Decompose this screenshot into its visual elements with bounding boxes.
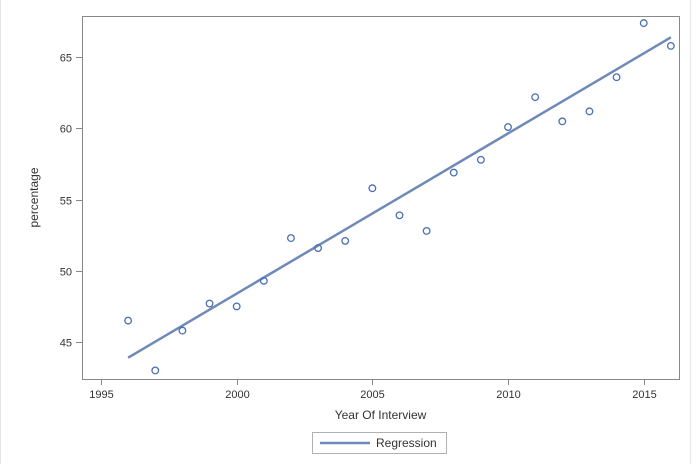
x-tick-label: 1995 — [89, 389, 113, 401]
x-tick-label: 2010 — [496, 389, 520, 401]
x-tick-label: 2000 — [225, 389, 249, 401]
y-tick-label: 55 — [60, 196, 72, 208]
y-tick-label: 60 — [60, 124, 72, 136]
scatter-point — [504, 123, 512, 131]
scatter-point — [205, 299, 214, 308]
y-axis-label: percentage — [27, 167, 41, 227]
x-axis-label: Year Of Interview — [335, 408, 427, 422]
scatter-point — [395, 211, 404, 220]
scatter-point — [449, 168, 458, 177]
scatter-point — [612, 73, 621, 82]
y-tick-label: 65 — [60, 53, 72, 65]
plot-area — [124, 19, 675, 375]
scatter-point — [314, 244, 323, 252]
scatter-point — [368, 184, 377, 193]
scatter-point — [232, 302, 241, 311]
scatter-point — [178, 326, 187, 335]
regression-line — [127, 36, 672, 359]
scatter-point — [476, 155, 485, 164]
scatter-point — [422, 227, 431, 235]
x-tick-label: 2015 — [632, 389, 656, 401]
scatter-point — [639, 19, 648, 28]
scatter-point — [151, 366, 160, 375]
scatter-point — [585, 107, 594, 116]
legend-label-regression: Regression — [376, 436, 437, 450]
scatter-point — [558, 117, 567, 126]
y-tick-label: 50 — [60, 267, 72, 279]
scatter-point — [666, 41, 675, 50]
scatter-point — [341, 236, 350, 245]
scatter-point — [287, 234, 295, 243]
scatter-point — [259, 276, 268, 285]
legend-box — [312, 432, 447, 454]
scatter-point — [531, 93, 540, 102]
legend: Regression — [312, 432, 447, 454]
plot-frame — [82, 16, 680, 380]
scatter-point — [124, 316, 133, 325]
y-tick-label: 45 — [60, 338, 72, 350]
x-tick-label: 2005 — [360, 389, 384, 401]
axes: 1995 2000 2005 2010 2015 45 50 55 60 65 Year Of In… — [27, 16, 680, 422]
